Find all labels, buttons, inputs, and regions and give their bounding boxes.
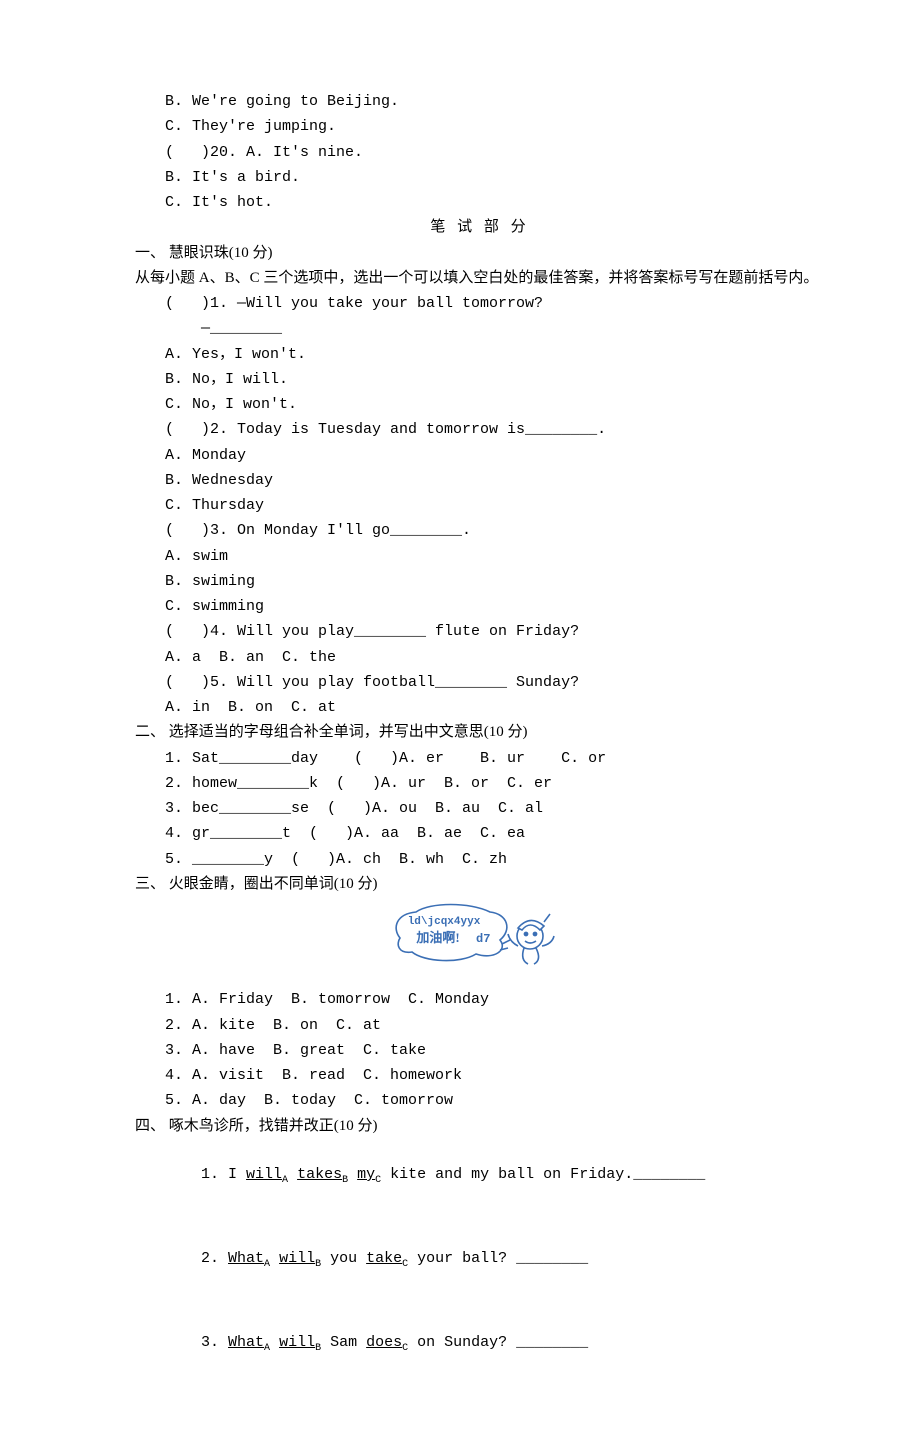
sec3-r3: 3. A. have B. great C. take xyxy=(135,1039,825,1062)
sec4-q2-segB: will xyxy=(279,1250,315,1267)
sec1-title: 一、 慧眼识珠(10 分) xyxy=(135,242,825,265)
sec2-title: 二、 选择适当的字母组合补全单词，并写出中文意思(10 分) xyxy=(135,721,825,744)
top-line-b: B. We're going to Beijing. xyxy=(135,90,825,113)
sec4-q2: 2. WhatA willB you takeC your ball? ____… xyxy=(135,1224,825,1296)
sec2-r1: 1. Sat________day ( )A. er B. ur C. or xyxy=(135,747,825,770)
sec2-r3: 3. bec________se ( )A. ou B. au C. al xyxy=(135,797,825,820)
sec1-q5-stem: ( )5. Will you play football________ Sun… xyxy=(135,671,825,694)
top-q20: ( )20. A. It's nine. xyxy=(135,141,825,164)
sec3-r5: 5. A. day B. today C. tomorrow xyxy=(135,1089,825,1112)
sec4-q1: 1. I willA takesB myC kite and my ball o… xyxy=(135,1140,825,1212)
top-line-c2: C. It's hot. xyxy=(135,191,825,214)
sec3-r1: 1. A. Friday B. tomorrow C. Monday xyxy=(135,988,825,1011)
sec2-r4: 4. gr________t ( )A. aa B. ae C. ea xyxy=(135,822,825,845)
sec2-r2: 2. homew________k ( )A. ur B. or C. er xyxy=(135,772,825,795)
sec3-r2: 2. A. kite B. on C. at xyxy=(135,1014,825,1037)
sec1-q4-opts: A. a B. an C. the xyxy=(135,646,825,669)
sec4-q3: 3. WhatA willB Sam doesC on Sunday? ____… xyxy=(135,1308,825,1380)
sec2-r5: 5. ________y ( )A. ch B. wh C. zh xyxy=(135,848,825,871)
sec4-q3-segA: What xyxy=(228,1334,264,1351)
sec3-title: 三、 火眼金睛，圈出不同单词(10 分) xyxy=(135,873,825,896)
sec4-q2-segC: take xyxy=(366,1250,402,1267)
sec1-q5-opts: A. in B. on C. at xyxy=(135,696,825,719)
sec4-q3-segC: does xyxy=(366,1334,402,1351)
sec4-q2-segA: What xyxy=(228,1250,264,1267)
sec1-q1-dash: —________ xyxy=(135,317,825,340)
bubble-main-text: 加油啊! xyxy=(415,930,459,945)
sec1-q2-a: A. Monday xyxy=(135,444,825,467)
sec1-q1-c: C. No，I won't. xyxy=(135,393,825,416)
bubble-top-text: ld\jcqx4yyx xyxy=(408,916,481,928)
sec1-q3-b: B. swiming xyxy=(135,570,825,593)
sec1-q2-stem: ( )2. Today is Tuesday and tomorrow is__… xyxy=(135,418,825,441)
sec1-q2-b: B. Wednesday xyxy=(135,469,825,492)
sec1-q1-a: A. Yes，I won't. xyxy=(135,343,825,366)
sec1-q3-stem: ( )3. On Monday I'll go________. xyxy=(135,519,825,542)
sec4-title: 四、 啄木鸟诊所，找错并改正(10 分) xyxy=(135,1115,825,1138)
sec1-q3-c: C. swimming xyxy=(135,595,825,618)
sec1-q1-stem: ( )1. —Will you take your ball tomorrow? xyxy=(135,292,825,315)
sec1-instructions: 从每小题 A、B、C 三个选项中，选出一个可以填入空白处的最佳答案，并将答案标号… xyxy=(135,267,825,290)
sec4-q1-segC: my xyxy=(357,1166,375,1183)
sec3-r4: 4. A. visit B. read C. homework xyxy=(135,1064,825,1087)
sec1-q2-c: C. Thursday xyxy=(135,494,825,517)
sec1-q3-a: A. swim xyxy=(135,545,825,568)
sec4-q1-segB: takes xyxy=(297,1166,342,1183)
bubble-tail-text: d7 xyxy=(476,932,490,946)
written-title: 笔 试 部 分 xyxy=(135,216,825,239)
sec1-q4-stem: ( )4. Will you play________ flute on Fri… xyxy=(135,620,825,643)
sec4-q3-segB: will xyxy=(279,1334,315,1351)
top-line-b2: B. It's a bird. xyxy=(135,166,825,189)
top-line-c: C. They're jumping. xyxy=(135,115,825,138)
cheer-cartoon: ld\jcqx4yyx 加油啊! d7 xyxy=(135,900,825,978)
sec4-q1-segA: will xyxy=(246,1166,282,1183)
sec1-q1-b: B. No，I will. xyxy=(135,368,825,391)
